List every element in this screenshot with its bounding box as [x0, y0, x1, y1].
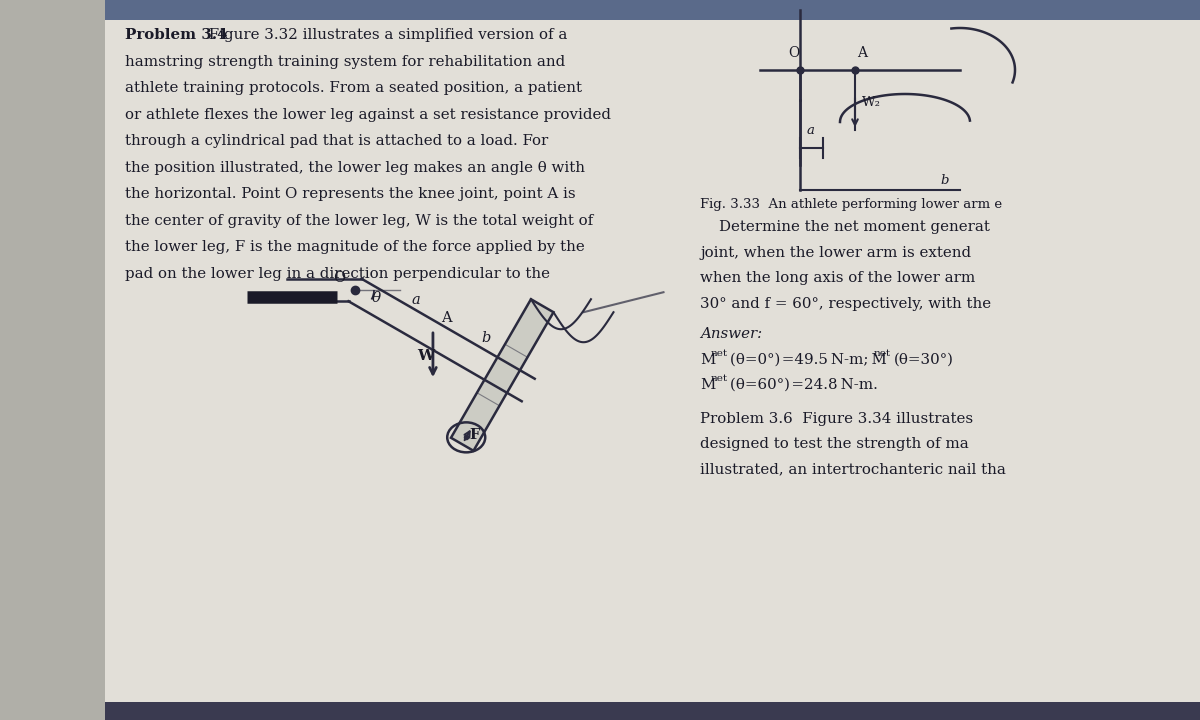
Text: W₂: W₂ [862, 96, 881, 109]
Text: b: b [481, 330, 491, 345]
Text: θ: θ [372, 291, 382, 305]
Text: the lower leg, F is the magnitude of the force applied by the: the lower leg, F is the magnitude of the… [125, 240, 584, 254]
Text: the center of gravity of the lower leg, W is the total weight of: the center of gravity of the lower leg, … [125, 214, 593, 228]
Text: the horizontal. Point O represents the knee joint, point A is: the horizontal. Point O represents the k… [125, 187, 576, 201]
Text: net: net [874, 348, 892, 358]
Text: when the long axis of the lower arm: when the long axis of the lower arm [700, 271, 976, 285]
Text: through a cylindrical pad that is attached to a load. For: through a cylindrical pad that is attach… [125, 134, 548, 148]
Text: a: a [412, 293, 420, 307]
Text: Determine the net moment generat: Determine the net moment generat [700, 220, 990, 234]
Text: M: M [700, 378, 715, 392]
Text: Fig. 3.33  An athlete performing lower arm e: Fig. 3.33 An athlete performing lower ar… [700, 198, 1002, 211]
Text: net: net [710, 374, 728, 383]
Text: illustrated, an intertrochanteric nail tha: illustrated, an intertrochanteric nail t… [700, 462, 1006, 477]
Text: net: net [710, 348, 728, 358]
Text: joint, when the lower arm is extend: joint, when the lower arm is extend [700, 246, 971, 259]
Text: O: O [788, 46, 799, 60]
Bar [106, 702, 1200, 720]
Text: F: F [469, 428, 480, 442]
Text: or athlete flexes the lower leg against a set resistance provided: or athlete flexes the lower leg against … [125, 107, 611, 122]
Text: athlete training protocols. From a seated position, a patient: athlete training protocols. From a seate… [125, 81, 582, 95]
Text: W: W [416, 349, 434, 363]
Text: the position illustrated, the lower leg makes an angle θ with: the position illustrated, the lower leg … [125, 161, 586, 174]
Text: Figure 3.32 illustrates a simplified version of a: Figure 3.32 illustrates a simplified ver… [204, 28, 568, 42]
Text: b: b [940, 174, 948, 187]
Text: 30° and f = 60°, respectively, with the: 30° and f = 60°, respectively, with the [700, 297, 991, 310]
Text: Answer:: Answer: [700, 327, 762, 341]
Text: A: A [442, 311, 452, 325]
Text: designed to test the strength of ma: designed to test the strength of ma [700, 437, 968, 451]
Text: (θ=30°): (θ=30°) [894, 353, 954, 366]
Text: A: A [857, 46, 866, 60]
Text: pad on the lower leg in a direction perpendicular to the: pad on the lower leg in a direction perp… [125, 266, 550, 281]
Text: (θ=0°) =49.5 N-m; M: (θ=0°) =49.5 N-m; M [730, 353, 887, 366]
Text: Problem 3.6  Figure 3.34 illustrates: Problem 3.6 Figure 3.34 illustrates [700, 412, 973, 426]
Text: M: M [700, 353, 715, 366]
Polygon shape [451, 300, 553, 451]
Text: a: a [806, 124, 815, 137]
Bar [106, 0, 1200, 20]
Text: hamstring strength training system for rehabilitation and: hamstring strength training system for r… [125, 55, 565, 68]
Text: Problem 3.4: Problem 3.4 [125, 28, 228, 42]
Text: (θ=60°) =24.8 N-m.: (θ=60°) =24.8 N-m. [730, 378, 878, 392]
Text: O: O [334, 271, 346, 285]
